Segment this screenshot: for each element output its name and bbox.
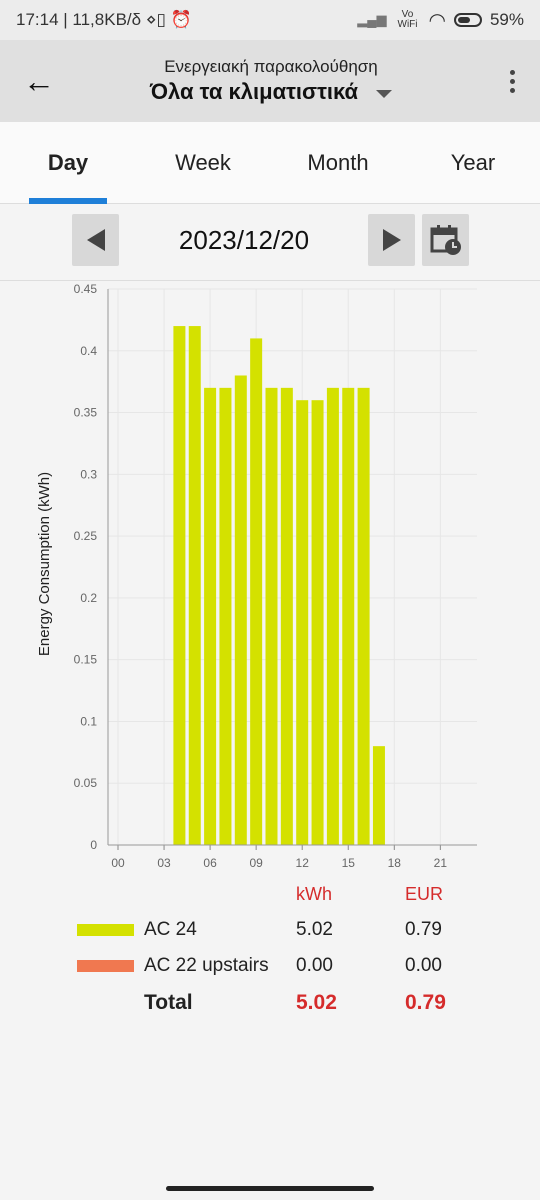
row-eur: 0.00 xyxy=(405,955,442,976)
next-date-button[interactable] xyxy=(368,214,415,266)
bar-hour-5[interactable] xyxy=(188,326,201,845)
bar-hour-11[interactable] xyxy=(280,387,293,845)
more-vert-icon xyxy=(509,69,515,93)
legend-swatch-ac-24 xyxy=(77,924,134,936)
back-button[interactable]: ← xyxy=(0,40,78,122)
more-options-button[interactable] xyxy=(484,40,540,122)
tab-day[interactable]: Day xyxy=(47,150,89,175)
tab-week[interactable]: Week xyxy=(175,150,231,175)
total-label: Total xyxy=(144,991,193,1014)
eur-column-header: EUR xyxy=(405,884,444,904)
calendar-clock-icon xyxy=(430,225,461,255)
y-tick-label: 0.3 xyxy=(80,467,97,481)
bar-hour-17[interactable] xyxy=(372,746,385,845)
legend-swatch-ac-22-upstairs xyxy=(77,960,134,972)
row-kwh: 5.02 xyxy=(296,919,333,940)
bar-hour-12[interactable] xyxy=(296,400,309,845)
device-selector[interactable]: Όλα τα κλιματιστικά xyxy=(149,79,393,105)
bar-hour-10[interactable] xyxy=(265,387,278,845)
date-navigation: 2023/12/20 xyxy=(0,205,540,281)
y-tick-label: 0.1 xyxy=(80,714,97,728)
battery-percent: 59% xyxy=(489,10,524,29)
active-tab-indicator xyxy=(29,198,107,204)
bar-hour-8[interactable] xyxy=(234,375,247,845)
bar-hour-7[interactable] xyxy=(219,387,232,845)
x-tick-label: 21 xyxy=(434,856,448,870)
bar-hour-16[interactable] xyxy=(357,387,370,845)
x-tick-label: 00 xyxy=(111,856,125,870)
chart-axes: 0 0.05 0.1 0.15 0.2 0.25 0.3 0.35 0.4 0.45 00 03 06 0… xyxy=(74,282,477,870)
row-kwh: 0.00 xyxy=(296,955,333,976)
title-area: Ενεργειακή παρακολούθηση Όλα τα κλιματισ… xyxy=(78,57,484,105)
home-indicator[interactable] xyxy=(166,1186,374,1191)
wifi-icon: ◠ xyxy=(428,9,446,32)
page-title: Όλα τα κλιματιστικά xyxy=(149,79,359,104)
tab-year[interactable]: Year xyxy=(450,150,496,175)
x-tick-label: 06 xyxy=(203,856,217,870)
app-bar: ← Ενεργειακή παρακολούθηση Όλα τα κλιματ… xyxy=(0,40,540,122)
row-name: AC 22 upstairs xyxy=(144,955,269,976)
bar-hour-6[interactable] xyxy=(204,387,217,845)
status-bar: 17:14 | 11,8KB/δ ⋄▯ ⏰ ▂▄▆ Vo WiFi ◠ 59% xyxy=(0,0,540,40)
tab-month[interactable]: Month xyxy=(307,150,369,175)
total-eur: 0.79 xyxy=(405,991,446,1014)
previous-date-button[interactable] xyxy=(72,214,119,266)
x-tick-label: 09 xyxy=(249,856,263,870)
chevron-right-icon xyxy=(382,229,401,251)
bar-hour-13[interactable] xyxy=(311,400,324,845)
vowifi-icon: Vo WiFi xyxy=(397,9,418,30)
y-tick-label: 0.35 xyxy=(74,406,98,420)
summary-row-ac-24: AC 24 5.02 0.79 xyxy=(0,915,540,945)
row-eur: 0.79 xyxy=(405,919,442,940)
y-tick-label: 0 xyxy=(90,838,97,852)
bar-hour-15[interactable] xyxy=(342,387,355,845)
row-name: AC 24 xyxy=(144,919,197,940)
x-tick-label: 18 xyxy=(388,856,402,870)
bar-hour-14[interactable] xyxy=(326,387,339,845)
kwh-column-header: kWh xyxy=(296,884,332,904)
signal-icon: ▂▄▆ xyxy=(357,12,387,27)
summary-row-total: Total 5.02 0.79 xyxy=(0,987,540,1017)
energy-bar-chart: 0 0.05 0.1 0.15 0.2 0.25 0.3 0.35 0.4 0.45 00 03 06 0… xyxy=(36,282,477,870)
y-tick-label: 0.05 xyxy=(74,776,98,790)
current-date: 2023/12/20 xyxy=(178,225,310,255)
chart-bars xyxy=(173,326,385,845)
page-subtitle: Ενεργειακή παρακολούθηση xyxy=(164,57,378,76)
summary-row-ac-22-upstairs: AC 22 upstairs 0.00 0.00 xyxy=(0,951,540,981)
y-tick-label: 0.15 xyxy=(74,653,98,667)
x-tick-label: 15 xyxy=(342,856,356,870)
status-time-network: 17:14 | 11,8KB/δ ⋄▯ ⏰ xyxy=(16,10,192,29)
back-arrow-icon: ← xyxy=(23,62,55,99)
dropdown-caret-icon xyxy=(376,90,393,98)
y-tick-label: 0.45 xyxy=(74,282,98,296)
total-kwh: 5.02 xyxy=(296,991,337,1014)
y-axis-label: Energy Consumption (kWh) xyxy=(36,472,53,656)
calendar-button[interactable] xyxy=(422,214,469,266)
battery-icon xyxy=(453,13,482,27)
y-tick-label: 0.25 xyxy=(74,529,98,543)
bar-hour-9[interactable] xyxy=(250,338,263,845)
y-tick-label: 0.4 xyxy=(80,344,97,358)
status-icons: ▂▄▆ Vo WiFi ◠ 59% xyxy=(357,8,524,33)
x-tick-label: 12 xyxy=(296,856,310,870)
x-tick-label: 03 xyxy=(157,856,171,870)
chevron-left-icon xyxy=(86,229,105,251)
period-tabs: Day Week Month Year xyxy=(0,122,540,204)
y-tick-label: 0.2 xyxy=(80,591,97,605)
bar-hour-4[interactable] xyxy=(173,326,186,845)
